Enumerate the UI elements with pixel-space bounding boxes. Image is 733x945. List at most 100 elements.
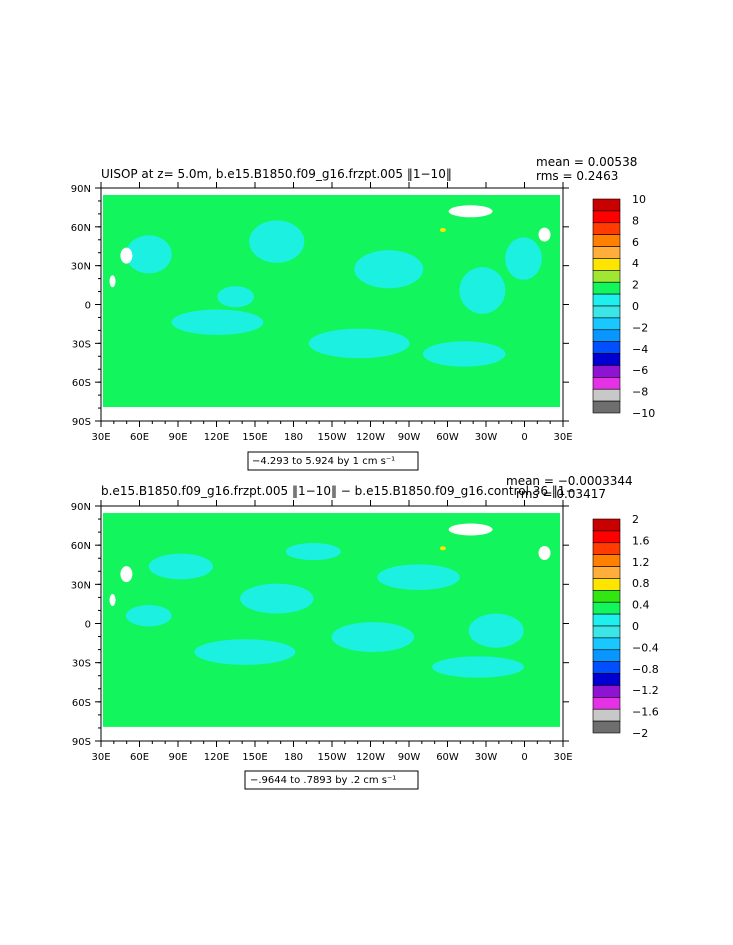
panel-top-colorbar-label-4: 2 <box>632 279 639 292</box>
panel-bottom-field-patch-8 <box>285 542 341 561</box>
panel-top-xtick-label-11: 0 <box>521 432 527 443</box>
panel-bottom-colorbar-swatch-16 <box>592 708 621 722</box>
panel-bottom-colorbar-swatch-11 <box>592 649 621 662</box>
panel-bottom-field-patch-3 <box>468 613 524 648</box>
panel-top-colorbar-swatch-15 <box>592 377 621 390</box>
panel-top-ytick-label-6: 90S <box>72 417 91 428</box>
panel-top-xtick-label-12: 30E <box>553 432 572 443</box>
panel-top-xtick-label-0: 30E <box>91 432 110 443</box>
panel-bottom-colorbar-label-0: 2 <box>632 513 639 526</box>
panel-top-land-island-b <box>109 275 116 288</box>
panel-top-field-patch-0 <box>125 235 172 274</box>
panel-top-colorbar-swatch-0 <box>592 198 621 212</box>
panel-bottom-colorbar-swatch-7 <box>592 601 621 615</box>
panel-top-colorbar-swatch-17 <box>592 400 621 414</box>
panel-top-colorbar-swatch-11 <box>592 329 621 342</box>
panel-top-colorbar-swatch-13 <box>592 353 621 366</box>
panel-bottom-colorbar-swatch-0 <box>592 518 621 532</box>
panel-top-colorbar-swatch-2 <box>592 222 621 235</box>
panel-top-colorbar-label-2: 6 <box>632 236 639 249</box>
panel-top: UISOP at z= 5.0m, b.e15.B1850.f09_g16.fr… <box>71 155 655 471</box>
panel-top-title: UISOP at z= 5.0m, b.e15.B1850.f09_g16.fr… <box>101 167 452 181</box>
panel-bottom-colorbar-swatch-12 <box>592 661 621 674</box>
panel-top-xtick-label-3: 120E <box>204 432 229 443</box>
panel-bottom-colorbar-swatch-5 <box>592 578 621 591</box>
panel-top-ytick-label-0: 90N <box>71 184 91 195</box>
panel-top-mean: mean = 0.00538 <box>536 155 637 169</box>
panel-top-colorbar-swatch-5 <box>592 258 621 271</box>
panel-top-field-patch-5 <box>308 328 410 359</box>
panel-bottom-land-island-c <box>538 546 551 560</box>
panel-bottom-field-patch-0 <box>148 553 213 580</box>
panel-bottom-colorbar-label-6: −0.4 <box>632 641 659 654</box>
panel-bottom-colorbar-swatch-9 <box>592 625 621 639</box>
panel-bottom-colorbar-label-4: 0.4 <box>632 599 650 612</box>
panel-bottom-colorbar-swatch-8 <box>592 613 621 627</box>
panel-bottom-land-island-b <box>109 594 116 606</box>
panel-top-colorbar-swatch-1 <box>592 210 621 224</box>
panel-top-colorbar-swatch-16 <box>592 388 621 402</box>
panel-bottom-xtick-label-0: 30E <box>91 752 110 763</box>
panel-top-ytick-label-3: 0 <box>85 301 91 312</box>
panel-top-field-patch-1 <box>249 220 305 263</box>
panel-bottom-colorbar-swatch-15 <box>592 697 621 710</box>
panel-bottom-contour-box <box>244 770 419 790</box>
panel-bottom-colorbar-swatch-14 <box>592 685 621 698</box>
panel-bottom-xtick-label-12: 30E <box>553 752 572 763</box>
panel-top-colorbar-swatch-12 <box>592 341 621 354</box>
panel-bottom-colorbar-swatch-10 <box>592 637 621 651</box>
panel-bottom-xtick-label-6: 150W <box>318 752 347 763</box>
panel-bottom-xtick-label-2: 90E <box>168 752 187 763</box>
panel-top-ytick-label-2: 30N <box>71 262 91 273</box>
panel-bottom-warm-spot <box>439 546 446 551</box>
panel-bottom-xtick-label-1: 60E <box>130 752 149 763</box>
panel-bottom-colorbar-swatch-13 <box>592 673 621 686</box>
panel-top-rms: rms = 0.2463 <box>536 169 618 183</box>
panel-bottom-ytick-label-5: 60S <box>72 698 91 709</box>
panel-bottom-colorbar-label-2: 1.2 <box>632 556 650 569</box>
panel-bottom-colorbar-label-10: −2 <box>632 727 648 740</box>
panel-bottom-colorbar-label-1: 1.6 <box>632 534 650 547</box>
panel-top-field-patch-6 <box>422 341 506 367</box>
panel-bottom-xtick-label-10: 30W <box>475 752 498 763</box>
panel-top-colorbar-swatch-6 <box>592 270 621 283</box>
panel-top-xtick-label-5: 180 <box>284 432 303 443</box>
panel-top-colorbar-label-9: −8 <box>632 386 648 399</box>
panel-bottom-ytick-label-6: 90S <box>72 737 91 748</box>
panel-bottom-xtick-label-4: 150E <box>242 752 267 763</box>
panel-bottom-colorbar-swatch-3 <box>592 554 621 567</box>
panel-top-land-island-a <box>120 247 133 264</box>
panel-top-land-island-c <box>538 227 551 242</box>
panel-top-contour-info: −4.293 to 5.924 by 1 cm s⁻¹ <box>252 456 395 467</box>
panel-bottom-colorbar-label-9: −1.6 <box>632 706 659 719</box>
panel-bottom-field-patch-5 <box>331 622 415 653</box>
panel-bottom-colorbar-swatch-17 <box>592 720 621 734</box>
panel-top-field-patch-3 <box>459 267 506 314</box>
panel-bottom-field-patch-6 <box>432 656 524 678</box>
panel-top-colorbar-swatch-7 <box>592 281 621 295</box>
panel-top-colorbar-swatch-14 <box>592 365 621 378</box>
panel-top-land-greenland <box>448 205 493 218</box>
panel-bottom-ytick-label-3: 0 <box>85 620 91 631</box>
panel-bottom-colorbar-swatch-2 <box>592 542 621 555</box>
panel-bottom-title: b.e15.B1850.f09_g16.frzpt.005 ‖1−10‖ − b… <box>101 484 576 498</box>
panel-top-ytick-label-1: 60N <box>71 223 91 234</box>
panel-top-colorbar-swatch-4 <box>592 246 621 259</box>
panel-top-colorbar-swatch-8 <box>592 293 621 307</box>
panel-top-ytick-label-5: 60S <box>72 378 91 389</box>
panel-bottom-field-patch-2 <box>377 564 460 591</box>
panel-top-colorbar-label-8: −6 <box>632 364 648 377</box>
panel-top-contour-box <box>247 451 419 471</box>
panel-bottom-land-island-a <box>120 566 133 583</box>
panel-top-colorbar-swatch-9 <box>592 305 621 319</box>
panel-bottom-xtick-label-7: 120W <box>356 752 385 763</box>
panel-bottom-mean: mean = −0.0003344 <box>506 474 633 488</box>
panel-top-xtick-label-8: 90W <box>398 432 421 443</box>
panel-bottom-ytick-label-4: 30S <box>72 659 91 670</box>
panel-top-field-patch-4 <box>171 309 264 335</box>
panel-top-warm-spot <box>439 227 446 232</box>
panel-bottom-xtick-label-3: 120E <box>204 752 229 763</box>
panel-top-xtick-label-10: 30W <box>475 432 498 443</box>
panel-bottom-colorbar-label-7: −0.8 <box>632 663 659 676</box>
panel-bottom-colorbar-label-8: −1.2 <box>632 684 659 697</box>
